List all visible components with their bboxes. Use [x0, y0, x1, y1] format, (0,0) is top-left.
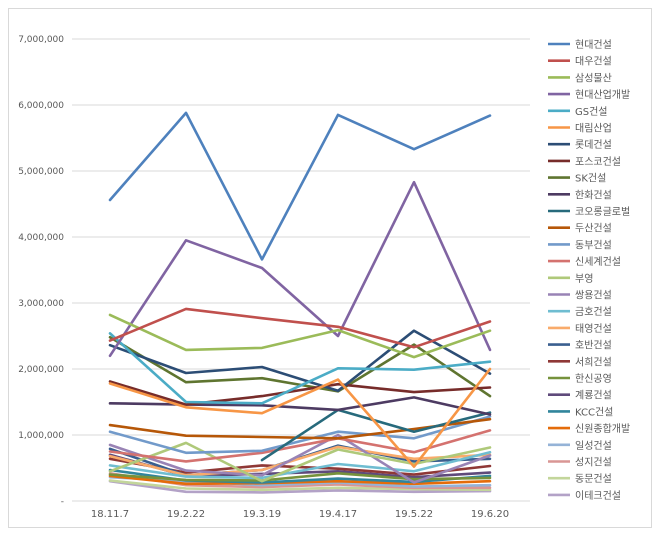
legend-label: 금호건설 — [575, 306, 612, 318]
series-line-26 — [108, 479, 492, 492]
series-line-3 — [108, 180, 492, 358]
legend-label: 두산건설 — [575, 223, 612, 235]
series-line-5 — [108, 367, 492, 468]
series-line-1 — [108, 307, 492, 349]
series-line-0 — [108, 111, 492, 261]
y-tick-label: 7,000,000 — [18, 35, 64, 45]
legend-label: 서희건설 — [575, 356, 612, 368]
series-line-12 — [108, 415, 492, 455]
legend-label: 동부건설 — [575, 239, 612, 251]
y-tick-label: 2,000,000 — [18, 365, 64, 375]
series-line-24 — [108, 475, 492, 488]
series-line-14 — [108, 441, 492, 483]
legend-label: 한신공영 — [575, 373, 612, 385]
series-line-15 — [108, 433, 492, 484]
legend-label: 신세계건설 — [575, 256, 621, 268]
series-line-10 — [260, 408, 492, 462]
legend-label: SK건설 — [575, 173, 606, 185]
y-tick-label: 3,000,000 — [18, 299, 64, 309]
series-line-2 — [108, 313, 492, 359]
legend-label: 롯데건설 — [575, 139, 612, 151]
legend-label: 현대건설 — [575, 39, 612, 51]
legend-label: 계룡건설 — [575, 390, 612, 402]
y-tick-label: 5,000,000 — [18, 167, 64, 177]
legend-label: 포스코건설 — [575, 156, 621, 168]
y-tick-label: 4,000,000 — [18, 233, 64, 243]
legend-label: KCC건설 — [575, 406, 613, 418]
x-tick-label: 19.2.22 — [167, 509, 205, 520]
series-line-16 — [108, 450, 492, 480]
chart-frame — [8, 8, 652, 528]
legend-label: 동문건설 — [575, 473, 612, 485]
y-tick-label: 1,000,000 — [18, 431, 64, 441]
x-tick-label: 18.11.7 — [91, 509, 129, 520]
legend-label: 신원종합개발 — [575, 423, 630, 435]
legend-label: 한화건설 — [575, 189, 612, 201]
x-tick-label: 19.4.17 — [319, 509, 357, 520]
legend-label: 현대산업개발 — [575, 88, 630, 101]
series-line-23 — [108, 474, 492, 486]
series-line-27 — [108, 479, 492, 494]
x-tick-label: 19.6.20 — [471, 509, 509, 520]
x-tick-label: 19.5.22 — [395, 509, 433, 520]
legend-label: GS건설 — [575, 106, 608, 118]
x-tick-label: 19.3.19 — [243, 509, 281, 520]
series-line-6 — [108, 329, 492, 393]
legend-label: 태영건설 — [575, 323, 612, 335]
legend-label: 이테크건설 — [575, 490, 621, 502]
y-tick-label: - — [61, 497, 64, 507]
legend-label: 쌍용건설 — [575, 290, 612, 302]
series-line-17 — [108, 445, 492, 477]
legend-label: 삼성물산 — [575, 72, 612, 84]
series-line-4 — [108, 332, 492, 405]
series-line-7 — [108, 380, 492, 406]
legend-label: 성지건설 — [575, 457, 612, 469]
legend-label: 호반건설 — [575, 340, 612, 352]
legend-label: 대림산업 — [575, 122, 612, 135]
legend-label: 코오롱글로벌 — [575, 206, 630, 218]
y-tick-label: 6,000,000 — [18, 101, 64, 111]
legend-label: 대우건설 — [575, 56, 612, 68]
legend-label: 부영 — [575, 273, 593, 285]
legend-label: 일성건설 — [575, 440, 612, 452]
